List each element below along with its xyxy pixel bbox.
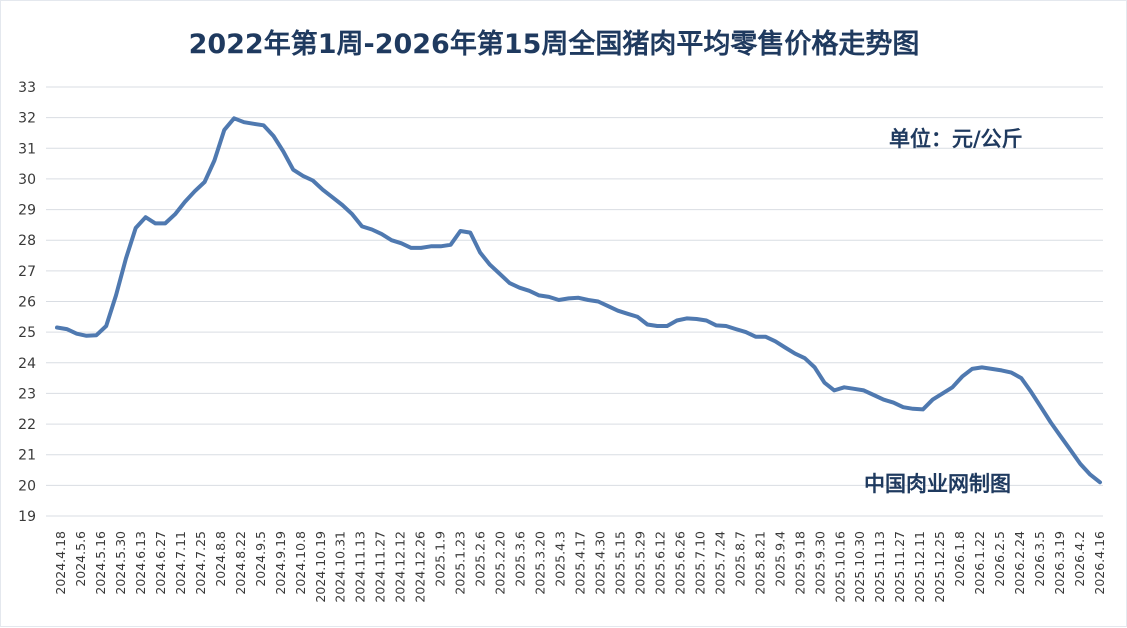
x-tick-label: 2024.10.8 bbox=[293, 531, 308, 595]
x-tick-label: 2025.2.20 bbox=[493, 531, 508, 595]
x-tick-label: 2025.5.29 bbox=[632, 531, 647, 595]
y-tick-label: 33 bbox=[18, 80, 36, 96]
x-tick-label: 2024.11.27 bbox=[373, 531, 388, 603]
source-label: 中国肉业网制图 bbox=[864, 472, 1011, 496]
x-axis-ticks: 2024.4.18 2024.5.6 2024.5.16 2024.5.30 2024.… bbox=[53, 531, 1107, 603]
x-tick-label: 2025.8.21 bbox=[752, 531, 767, 595]
y-tick-label: 19 bbox=[18, 509, 36, 525]
x-tick-label: 2025.4.30 bbox=[592, 531, 607, 595]
x-tick-label: 2026.4.2 bbox=[1072, 531, 1087, 587]
x-tick-label: 2024.12.26 bbox=[413, 531, 428, 603]
x-tick-label: 2025.4.3 bbox=[553, 531, 568, 587]
x-tick-label: 2025.3.20 bbox=[533, 531, 548, 595]
y-tick-label: 20 bbox=[18, 478, 36, 494]
x-tick-label: 2024.7.11 bbox=[173, 531, 188, 595]
x-tick-label: 2026.4.16 bbox=[1092, 531, 1107, 595]
y-tick-label: 28 bbox=[18, 233, 36, 249]
x-tick-label: 2025.4.17 bbox=[573, 531, 588, 595]
x-tick-label: 2024.5.6 bbox=[73, 531, 88, 587]
x-tick-label: 2024.6.27 bbox=[153, 531, 168, 595]
x-tick-label: 2025.9.30 bbox=[812, 531, 827, 595]
y-tick-label: 31 bbox=[18, 141, 36, 157]
x-tick-label: 2024.8.22 bbox=[233, 531, 248, 595]
x-tick-label: 2025.8.7 bbox=[732, 531, 747, 587]
x-tick-label: 2026.1.8 bbox=[952, 531, 967, 587]
x-tick-label: 2024.11.13 bbox=[353, 531, 368, 603]
x-tick-label: 2024.9.5 bbox=[253, 531, 268, 587]
x-tick-label: 2024.6.13 bbox=[133, 531, 148, 595]
x-tick-label: 2026.1.22 bbox=[972, 531, 987, 595]
y-tick-label: 25 bbox=[18, 325, 36, 341]
x-tick-label: 2024.8.8 bbox=[213, 531, 228, 587]
unit-label: 单位：元/公斤 bbox=[889, 127, 1023, 151]
x-tick-label: 2025.10.16 bbox=[832, 531, 847, 603]
x-tick-label: 2025.9.4 bbox=[772, 531, 787, 587]
x-tick-label: 2026.2.24 bbox=[1012, 531, 1027, 595]
x-tick-label: 2025.7.24 bbox=[712, 531, 727, 595]
x-tick-label: 2024.10.31 bbox=[333, 531, 348, 603]
x-tick-label: 2025.12.25 bbox=[932, 531, 947, 603]
x-tick-label: 2025.6.12 bbox=[652, 531, 667, 595]
x-tick-label: 2026.2.5 bbox=[992, 531, 1007, 587]
x-tick-label: 2025.1.9 bbox=[433, 531, 448, 587]
y-tick-label: 29 bbox=[18, 203, 36, 219]
x-tick-label: 2025.2.6 bbox=[473, 531, 488, 587]
y-tick-label: 26 bbox=[18, 295, 36, 311]
y-tick-label: 32 bbox=[18, 111, 36, 127]
x-tick-label: 2024.10.19 bbox=[313, 531, 328, 603]
x-tick-label: 2024.9.19 bbox=[273, 531, 288, 595]
x-tick-label: 2025.5.15 bbox=[612, 531, 627, 595]
x-tick-label: 2026.3.19 bbox=[1052, 531, 1067, 595]
y-tick-label: 24 bbox=[18, 356, 36, 372]
x-tick-label: 2024.5.30 bbox=[113, 531, 128, 595]
gridlines bbox=[46, 86, 1103, 517]
x-tick-label: 2025.9.18 bbox=[792, 531, 807, 595]
y-tick-label: 30 bbox=[18, 172, 36, 188]
y-tick-label: 21 bbox=[18, 448, 36, 464]
x-tick-label: 2025.11.13 bbox=[872, 531, 887, 603]
x-tick-label: 2025.6.26 bbox=[672, 531, 687, 595]
y-tick-label: 23 bbox=[18, 386, 36, 402]
x-tick-label: 2025.1.23 bbox=[453, 531, 468, 595]
x-tick-label: 2025.11.27 bbox=[892, 531, 907, 603]
x-tick-label: 2025.7.10 bbox=[692, 531, 707, 595]
x-tick-label: 2025.3.6 bbox=[513, 531, 528, 587]
chart-title: 2022年第1周-2026年第15周全国猪肉平均零售价格走势图 bbox=[189, 28, 920, 60]
x-tick-label: 2024.4.18 bbox=[53, 531, 68, 595]
x-tick-label: 2024.12.12 bbox=[393, 531, 408, 603]
x-tick-label: 2024.5.16 bbox=[93, 531, 108, 595]
y-tick-label: 27 bbox=[18, 264, 36, 280]
x-tick-label: 2026.3.5 bbox=[1032, 531, 1047, 587]
x-tick-label: 2025.12.11 bbox=[912, 531, 927, 603]
y-axis-ticks: 19 20 21 22 23 24 25 26 27 28 29 30 31 32 33 bbox=[18, 80, 36, 525]
x-tick-label: 2024.7.25 bbox=[193, 531, 208, 595]
x-tick-label: 2025.10.30 bbox=[852, 531, 867, 603]
price-series-line bbox=[55, 116, 1102, 485]
y-tick-label: 22 bbox=[18, 417, 36, 433]
